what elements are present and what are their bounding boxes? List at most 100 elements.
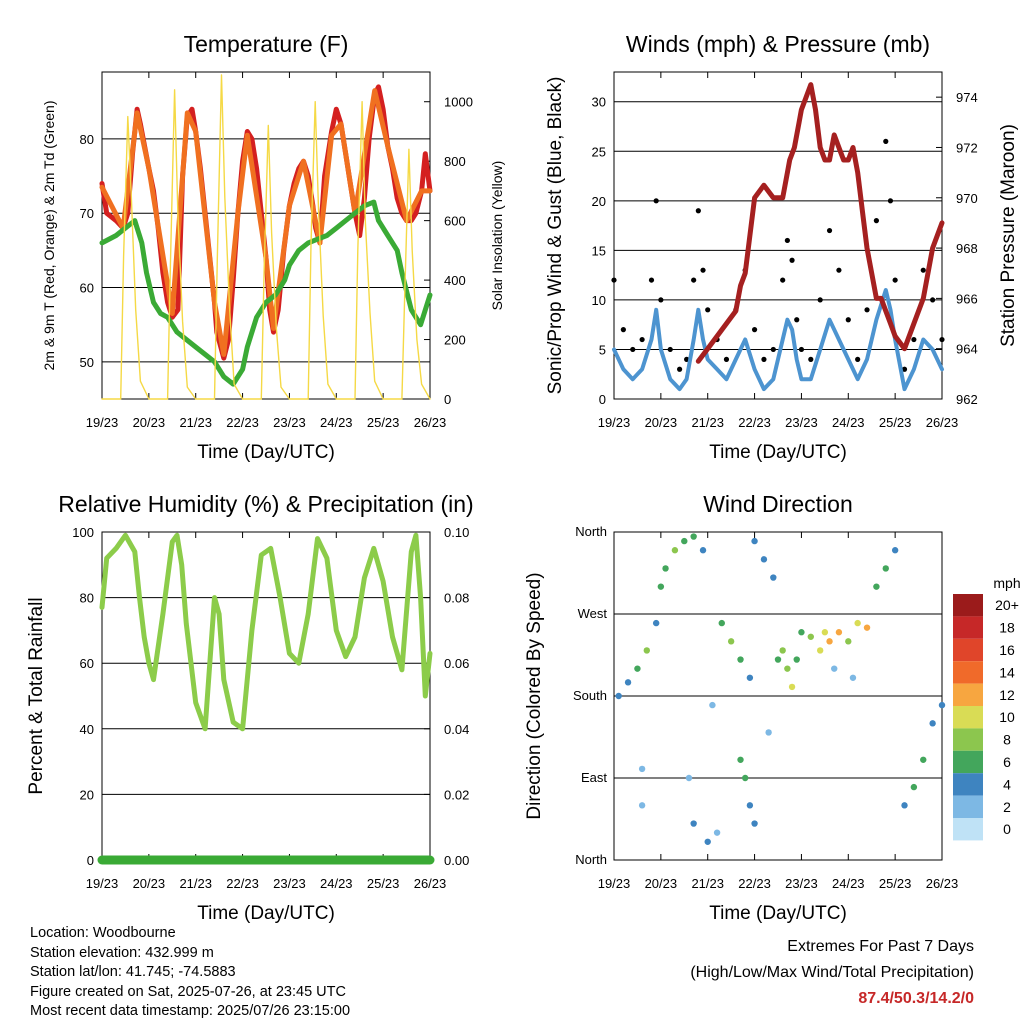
direction-point <box>657 583 665 590</box>
gust-point <box>883 138 889 144</box>
y-tick-label: North <box>575 852 607 867</box>
gust-point <box>784 237 790 244</box>
colorbar-swatch <box>953 728 983 751</box>
series-line-2 <box>612 288 944 392</box>
direction-point <box>770 574 777 581</box>
series-line-4 <box>101 74 431 400</box>
gust-point <box>789 257 795 263</box>
direction-point <box>727 638 735 645</box>
direction-point <box>746 674 754 681</box>
direction-point <box>821 629 829 636</box>
gust-point <box>817 297 823 303</box>
direction-point <box>826 638 833 645</box>
y2-axis-label: Solar Insolation (Yellow) <box>489 161 505 311</box>
x-tick-label: 19/23 <box>598 415 631 430</box>
colorbar-label: 8 <box>1003 732 1011 748</box>
gust-point <box>845 317 851 323</box>
y-tick-label: South <box>573 688 607 703</box>
x-tick-label: 21/23 <box>691 876 724 891</box>
direction-point <box>873 583 880 590</box>
series-line-3 <box>695 82 945 364</box>
direction-point <box>709 701 716 709</box>
gust-point <box>873 218 880 224</box>
y-tick-label: East <box>581 770 607 785</box>
gust-point <box>723 356 730 362</box>
y2-tick-label: 800 <box>444 154 466 169</box>
colorbar-label: 20+ <box>995 597 1019 613</box>
series-line-2 <box>99 88 433 357</box>
y-tick-label: 80 <box>80 132 94 147</box>
y-axis-label: Sonic/Prop Wind & Gust (Blue, Black) <box>545 77 566 395</box>
direction-point <box>910 783 918 791</box>
gust-point <box>761 356 767 362</box>
direction-point <box>882 565 889 572</box>
direction-point <box>681 537 688 545</box>
chart-title: Winds (mph) & Pressure (mb) <box>626 31 930 57</box>
direction-point <box>615 692 622 700</box>
colorbar-swatch <box>953 818 983 841</box>
direction-point <box>643 647 650 654</box>
x-tick-label: 21/23 <box>691 415 724 430</box>
direction-point <box>746 802 754 809</box>
y2-tick-label: 0 <box>444 392 451 407</box>
x-tick-label: 23/23 <box>273 415 306 430</box>
colorbar-swatch <box>953 706 983 729</box>
y2-tick-label: 200 <box>444 333 466 348</box>
extremes-values: 87.4/50.3/14.2/0 <box>858 990 974 1007</box>
y2-tick-label: 966 <box>956 291 978 306</box>
x-tick-label: 20/23 <box>133 876 166 891</box>
direction-point <box>788 683 796 691</box>
y-tick-label: 25 <box>592 144 606 159</box>
colorbar-swatch <box>953 795 983 818</box>
y-tick-label: 15 <box>592 243 606 258</box>
figure-created: Figure created on Sat, 2025-07-26, at 23… <box>30 983 346 1000</box>
y2-tick-label: 0.00 <box>444 853 469 868</box>
gust-point <box>667 346 673 353</box>
direction-point <box>638 802 646 809</box>
y-tick-label: 20 <box>592 194 606 209</box>
y-tick-label: West <box>578 606 608 621</box>
x-tick-label: 26/23 <box>414 415 447 430</box>
colorbar-label: 10 <box>999 709 1015 725</box>
x-tick-label: 25/23 <box>879 876 912 891</box>
gust-point <box>653 198 659 204</box>
y-tick-label: 80 <box>80 591 94 606</box>
gust-point <box>705 307 711 313</box>
gust-point <box>887 198 894 204</box>
direction-point <box>690 533 697 540</box>
y-tick-label: 20 <box>80 787 94 802</box>
direction-point <box>718 619 725 627</box>
x-tick-label: 26/23 <box>926 415 959 430</box>
y-tick-label: 5 <box>599 342 606 357</box>
series-line-1 <box>99 532 433 732</box>
direction-point <box>634 665 641 672</box>
x-tick-label: 21/23 <box>179 415 212 430</box>
colorbar-swatch <box>953 638 983 662</box>
y2-tick-label: 0.02 <box>444 787 469 802</box>
gust-point <box>780 277 786 283</box>
gust-point <box>658 297 664 303</box>
y-axis-label: Direction (Colored By Speed) <box>524 572 545 819</box>
direction-point <box>831 665 838 672</box>
x-axis-label: Time (Day/UTC) <box>197 903 335 924</box>
x-tick-label: 20/23 <box>645 415 678 430</box>
direction-point <box>751 820 758 827</box>
direction-point <box>624 679 632 686</box>
gust-point <box>677 366 683 372</box>
y2-tick-label: 600 <box>444 214 466 229</box>
station-location: Location: Woodbourne <box>30 925 176 941</box>
gust-point <box>920 267 926 273</box>
direction-point <box>704 838 711 845</box>
y-tick-label: 0 <box>87 853 94 868</box>
chart-panel-1 <box>99 71 433 400</box>
direction-point <box>938 701 946 709</box>
y2-tick-label: 0.10 <box>444 525 469 540</box>
direction-point <box>784 665 791 672</box>
gust-point <box>648 277 655 283</box>
colorbar-swatch <box>953 750 983 774</box>
x-tick-label: 19/23 <box>598 876 631 891</box>
direction-point <box>652 619 660 627</box>
gust-point <box>639 336 645 343</box>
gust-point <box>630 346 636 353</box>
x-tick-label: 23/23 <box>785 876 818 891</box>
